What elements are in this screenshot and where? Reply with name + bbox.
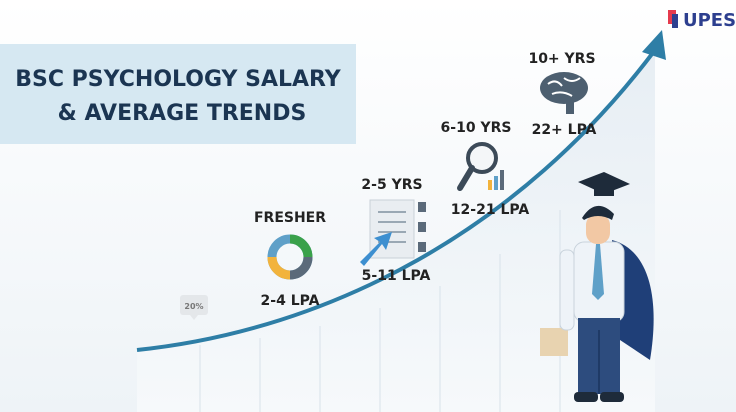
magnifier-icon [457, 142, 504, 191]
document-icon [360, 199, 426, 266]
donut-icon [267, 234, 313, 280]
title-line: BSC PSYCHOLOGY SALARY [15, 67, 342, 92]
growth-area [137, 50, 655, 412]
badge-text: 20% [184, 302, 203, 311]
stage-experience: 6-10 YRS [441, 120, 512, 136]
title-line: & AVERAGE TRENDS [58, 101, 307, 126]
title-box [0, 44, 356, 144]
growth-curve [136, 48, 657, 352]
logo-text: UPES [683, 10, 736, 31]
stage-salary: 12-21 LPA [451, 202, 530, 218]
stage-salary: 2-4 LPA [261, 293, 320, 309]
stage-experience: 10+ YRS [528, 51, 595, 67]
stage-experience: FRESHER [254, 210, 326, 226]
stage-salary: 5-11 LPA [362, 268, 431, 284]
stage-experience: 2-5 YRS [361, 177, 422, 193]
arrow-head [642, 30, 666, 60]
grad-cap [578, 172, 630, 196]
logo: UPES [668, 10, 736, 31]
person-illustration [540, 205, 654, 402]
stage-salary: 22+ LPA [532, 122, 597, 138]
badge: 20% [180, 295, 208, 320]
brain-icon [540, 72, 588, 114]
